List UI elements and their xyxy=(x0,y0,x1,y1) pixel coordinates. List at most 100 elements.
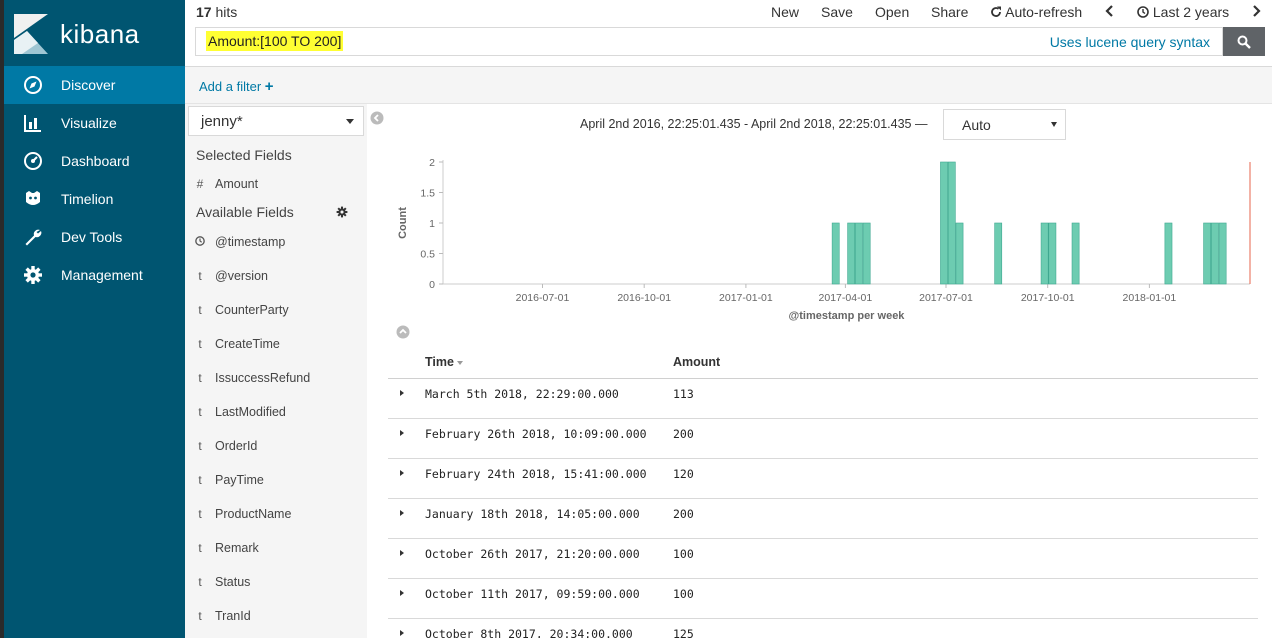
table-row[interactable]: October 8th 2017, 20:34:00.000 125 xyxy=(388,619,1258,638)
table-row[interactable]: October 11th 2017, 09:59:00.000 100 xyxy=(388,579,1258,619)
histogram-bar xyxy=(947,161,956,285)
chevron-right-icon xyxy=(1253,5,1261,17)
index-pattern-select[interactable]: jenny* xyxy=(188,106,364,136)
histogram-bar xyxy=(855,222,863,285)
histogram-bar xyxy=(940,161,948,285)
histogram-chart: 0 0.5 1 1.5 2 2016-07-01 2016-10-01 2017-01-01 2… xyxy=(397,157,1251,322)
cell-time: January 18th 2018, 14:05:00.000 xyxy=(425,507,640,521)
new-button[interactable]: New xyxy=(771,4,800,20)
column-header-time[interactable]: Time xyxy=(425,355,463,369)
search-button[interactable] xyxy=(1223,27,1265,56)
field-item[interactable]: t Status xyxy=(185,571,367,593)
nav-label: Timelion xyxy=(61,191,114,207)
search-input[interactable]: Amount:[100 TO 200] xyxy=(206,31,344,51)
time-back-button[interactable] xyxy=(1105,4,1115,20)
field-name: OrderId xyxy=(215,439,258,453)
interval-select[interactable]: Auto xyxy=(943,109,1066,140)
histogram-bar xyxy=(955,222,964,285)
query-bar[interactable]: Amount:[100 TO 200] Uses lucene query sy… xyxy=(195,27,1223,56)
table-row[interactable]: March 5th 2018, 22:29:00.000 113 xyxy=(388,379,1258,419)
table-row[interactable]: January 18th 2018, 14:05:00.000 200 xyxy=(388,499,1258,539)
field-type-string: t xyxy=(198,269,202,283)
time-picker-button[interactable]: Last 2 years xyxy=(1137,4,1229,20)
table-row[interactable]: February 24th 2018, 15:41:00.000 120 xyxy=(388,459,1258,499)
sort-desc-icon xyxy=(456,360,463,365)
cell-time: March 5th 2018, 22:29:00.000 xyxy=(425,387,619,401)
field-item[interactable]: t PayTime xyxy=(185,469,367,491)
expand-row-icon[interactable] xyxy=(400,590,404,596)
sidebar: kibana Discover Visualize Dashboard Time… xyxy=(0,0,185,638)
nav-dashboard[interactable]: Dashboard xyxy=(4,142,185,180)
field-item[interactable]: t TranId xyxy=(185,605,367,627)
field-item[interactable]: t @version xyxy=(185,265,367,287)
expand-row-icon[interactable] xyxy=(400,390,404,396)
gear-icon[interactable] xyxy=(336,206,348,221)
add-filter-label: Add a filter xyxy=(199,79,262,94)
nav-timelion[interactable]: Timelion xyxy=(4,180,185,218)
field-item[interactable]: t IssuccessRefund xyxy=(185,367,367,389)
hits-counter: 17 hits xyxy=(196,4,237,20)
index-pattern-value: jenny* xyxy=(201,113,243,130)
chevron-circle-up-icon xyxy=(396,325,410,339)
table-row[interactable]: October 26th 2017, 21:20:00.000 100 xyxy=(388,539,1258,579)
field-type-string: t xyxy=(198,609,202,623)
field-item[interactable]: # Amount xyxy=(185,173,367,195)
field-item[interactable]: @timestamp xyxy=(185,231,367,253)
lucene-syntax-link[interactable]: Uses lucene query syntax xyxy=(1049,34,1210,50)
histogram-bar xyxy=(847,222,856,285)
expand-row-icon[interactable] xyxy=(400,510,404,516)
interval-value: Auto xyxy=(962,117,991,133)
top-bar: 17 hits New Save Open Share Auto-refresh… xyxy=(185,0,1272,67)
histogram-bar xyxy=(1203,222,1212,285)
collapse-sidebar-button[interactable] xyxy=(370,111,384,128)
field-name: LastModified xyxy=(215,405,286,419)
brand-name: kibana xyxy=(60,18,140,49)
y-axis-title: Count xyxy=(397,207,409,239)
histogram-bar xyxy=(1048,222,1057,285)
filter-bar: Add a filter + xyxy=(185,67,1272,104)
gear-icon xyxy=(22,264,44,286)
column-header-amount[interactable]: Amount xyxy=(673,355,721,369)
field-name: Remark xyxy=(215,541,259,555)
timelion-icon xyxy=(22,188,44,210)
field-name: CounterParty xyxy=(215,303,289,317)
cell-amount: 100 xyxy=(673,587,694,601)
field-name: ProductName xyxy=(215,507,292,521)
expand-row-icon[interactable] xyxy=(400,630,404,636)
share-button[interactable]: Share xyxy=(931,4,969,20)
add-filter-button[interactable]: Add a filter + xyxy=(199,78,274,95)
nav-dev-tools[interactable]: Dev Tools xyxy=(4,218,185,256)
dashboard-gauge-icon xyxy=(22,150,44,172)
field-item[interactable]: t CounterParty xyxy=(185,299,367,321)
chevron-circle-left-icon xyxy=(370,111,384,125)
expand-row-icon[interactable] xyxy=(400,430,404,436)
caret-down-icon xyxy=(1051,122,1057,127)
histogram-time-range: April 2nd 2016, 22:25:01.435 - April 2nd… xyxy=(580,117,928,131)
collapse-chart-button[interactable] xyxy=(396,325,410,342)
save-button[interactable]: Save xyxy=(821,4,853,20)
field-name: CreateTime xyxy=(215,337,280,351)
field-type-string: t xyxy=(198,303,202,317)
nav-management[interactable]: Management xyxy=(4,256,185,294)
time-forward-button[interactable] xyxy=(1251,4,1261,20)
field-item[interactable]: t LastModified xyxy=(185,401,367,423)
compass-icon xyxy=(22,74,44,96)
field-item[interactable]: t Remark xyxy=(185,537,367,559)
x-tick-label: 2017-10-01 xyxy=(1021,292,1075,304)
field-item[interactable]: t CreateTime xyxy=(185,333,367,355)
nav-discover[interactable]: Discover xyxy=(4,66,185,104)
nav-visualize[interactable]: Visualize xyxy=(4,104,185,142)
auto-refresh-button[interactable]: Auto-refresh xyxy=(990,4,1082,20)
x-tick-label: 2016-10-01 xyxy=(617,292,671,304)
expand-row-icon[interactable] xyxy=(400,550,404,556)
kibana-logo-icon xyxy=(14,14,48,54)
field-item[interactable]: t OrderId xyxy=(185,435,367,457)
x-tick-label: 2017-04-01 xyxy=(819,292,873,304)
expand-row-icon[interactable] xyxy=(400,470,404,476)
table-row[interactable]: February 26th 2018, 10:09:00.000 200 xyxy=(388,419,1258,459)
field-item[interactable]: t ProductName xyxy=(185,503,367,525)
cell-time: February 24th 2018, 15:41:00.000 xyxy=(425,467,647,481)
histogram-bar xyxy=(1211,222,1219,285)
open-button[interactable]: Open xyxy=(875,4,910,20)
kibana-logo[interactable]: kibana xyxy=(14,12,174,56)
